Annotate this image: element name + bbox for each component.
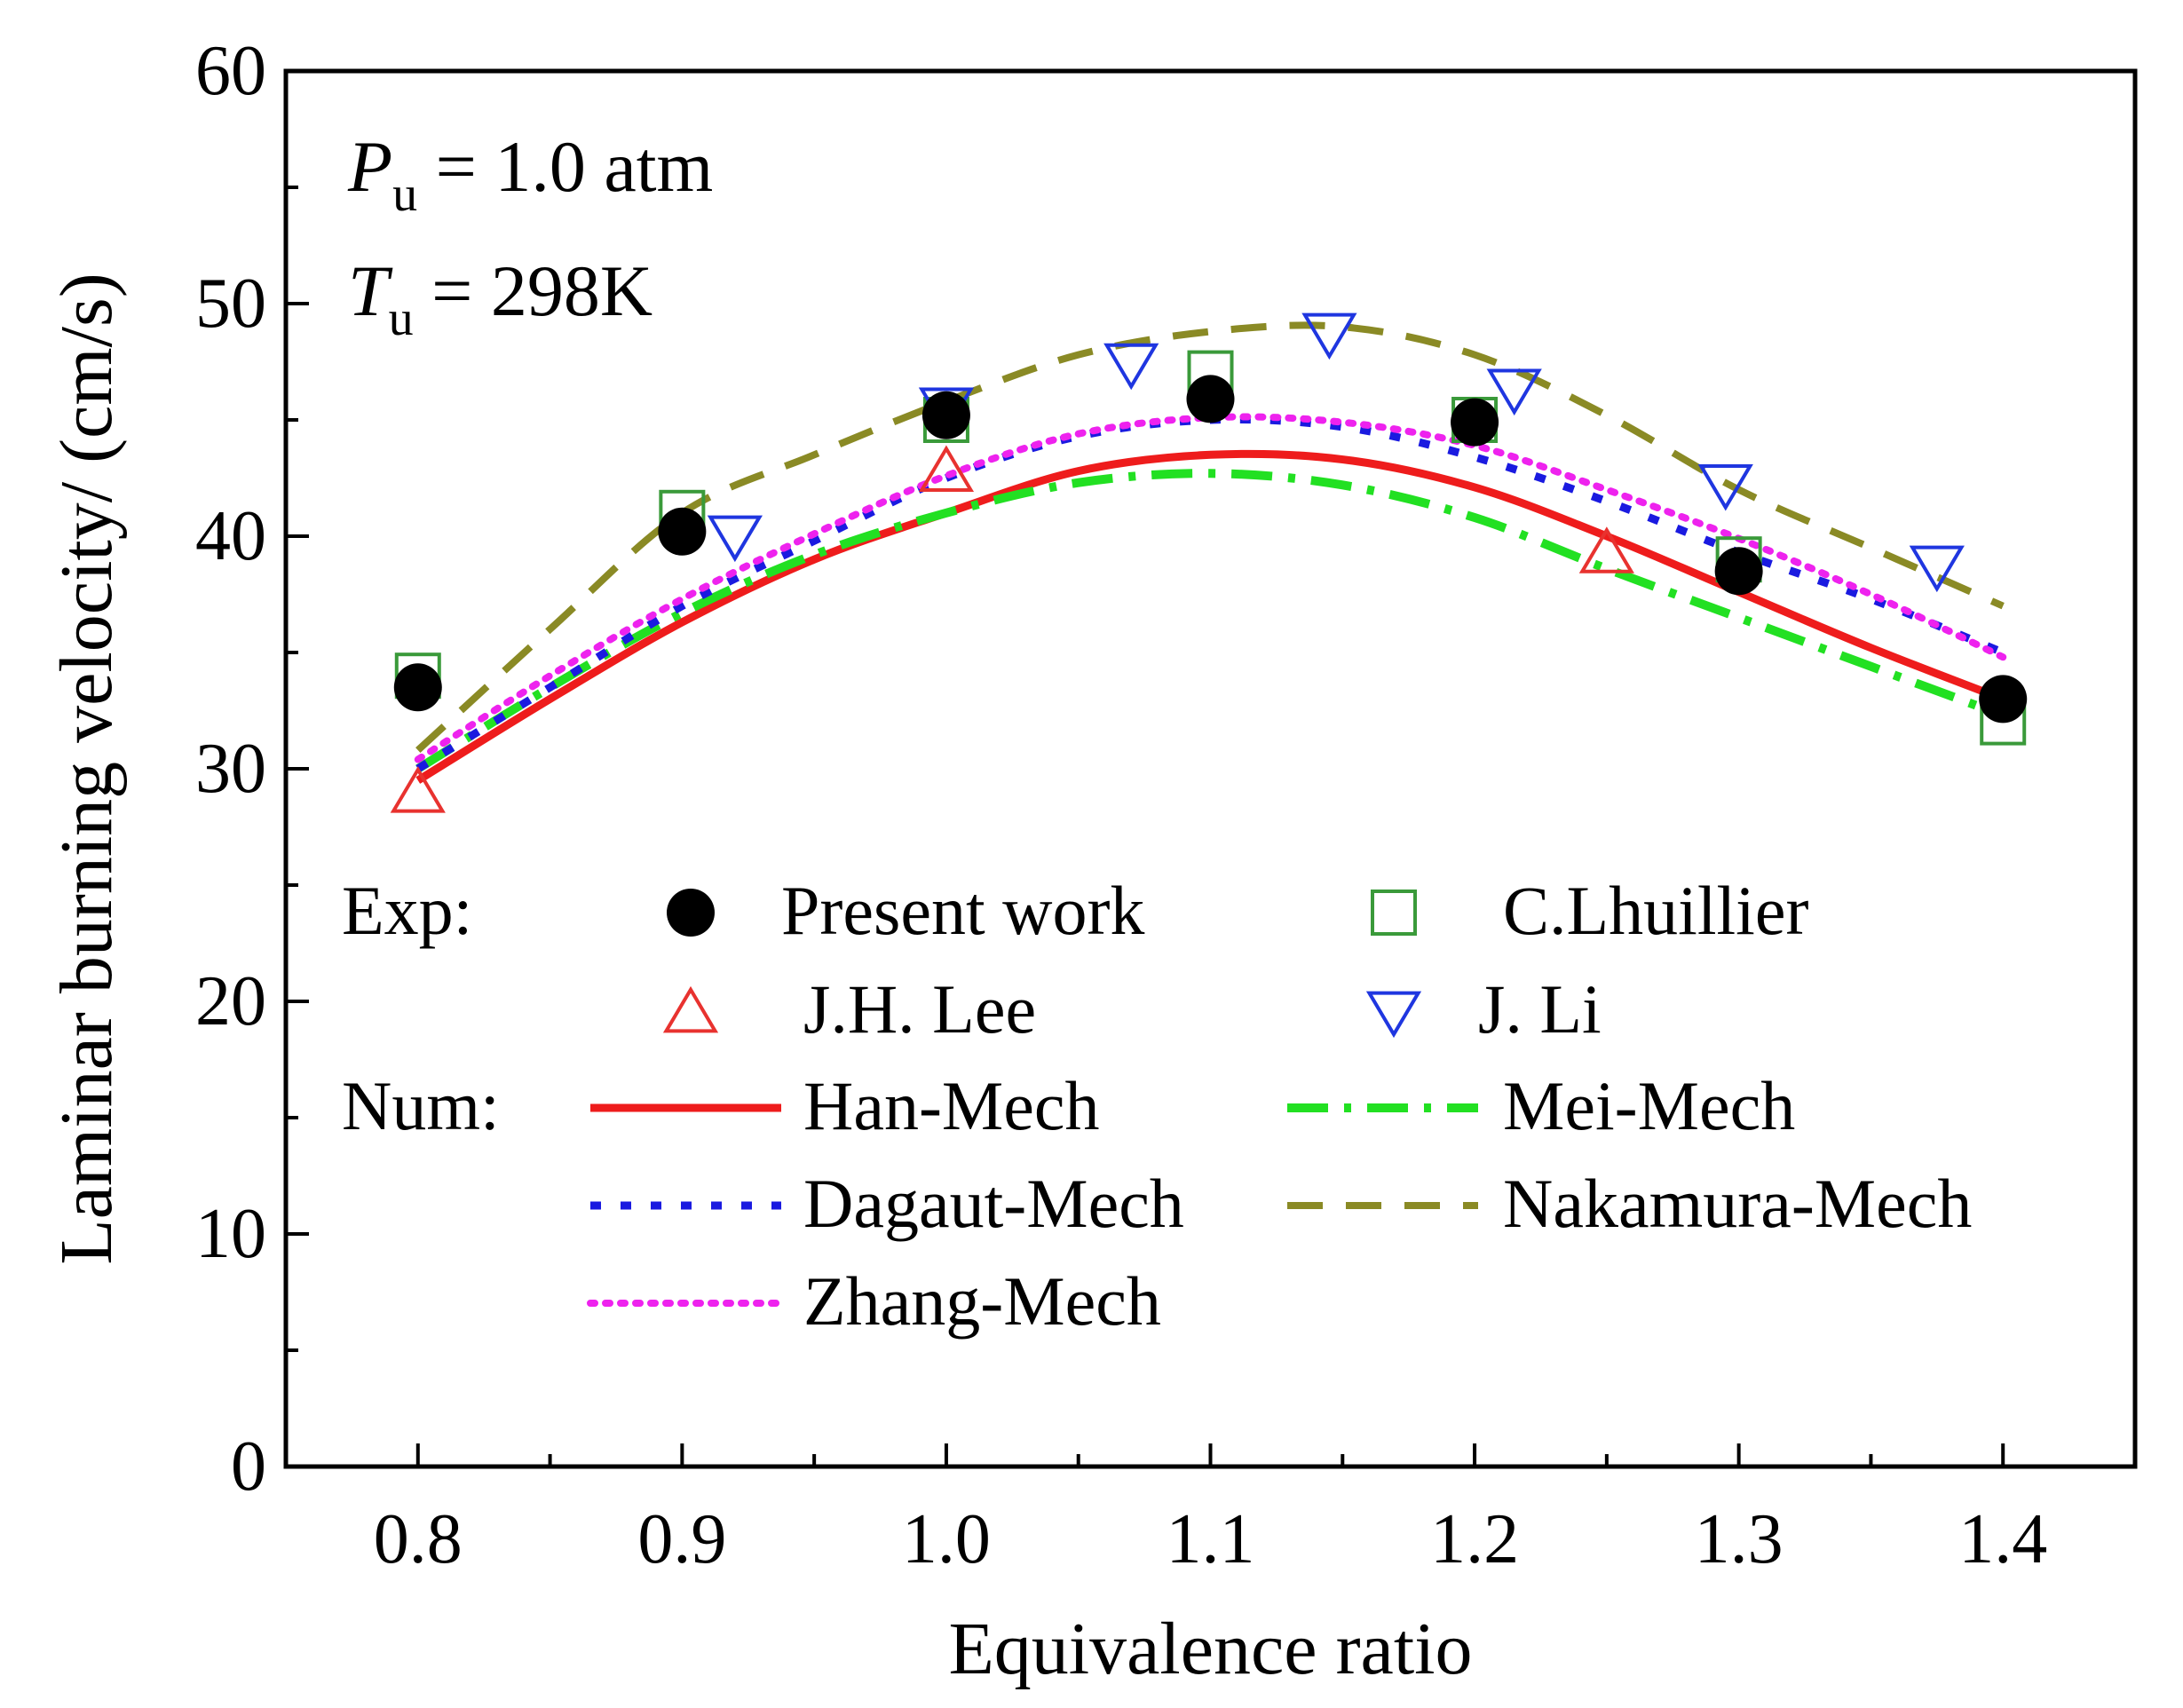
x-tick-label: 1.2 [1430, 1500, 1519, 1578]
data-point-present-work [1979, 675, 2028, 724]
legend-label-c-lhuillier: C.Lhuillier [1503, 872, 1808, 949]
data-point-j-li [1301, 312, 1357, 360]
data-point-present-work [1186, 375, 1235, 423]
legend-marker-j-li [1365, 991, 1422, 1039]
legend-label-mei-mech: Mei-Mech [1503, 1067, 1795, 1144]
y-axis-label: Laminar burning velocity/ (cm/s) [45, 273, 128, 1264]
legend-label-nakamura-mech: Nakamura-Mech [1503, 1165, 1972, 1242]
x-tick-label: 0.9 [637, 1500, 726, 1578]
legend-num-label: Num: [342, 1067, 500, 1144]
y-tick-label: 30 [195, 730, 266, 808]
x-tick-label: 1.0 [902, 1500, 991, 1578]
data-point-j-h-lee [390, 766, 446, 813]
data-point-j-li [707, 515, 763, 563]
x-tick-label: 0.8 [374, 1500, 463, 1578]
y-tick-label: 60 [195, 32, 266, 110]
series-line-nakamura-mech [415, 321, 2005, 753]
y-tick-label: 0 [231, 1427, 266, 1506]
legend-label-dagaut-mech: Dagaut-Mech [803, 1165, 1184, 1242]
y-tick-label: 40 [195, 497, 266, 575]
legend-marker-present-work [667, 889, 715, 937]
legend-label-j-h-lee: J.H. Lee [803, 970, 1036, 1048]
legend-label-j-li: J. Li [1478, 970, 1602, 1048]
y-axis: 0 10 20 30 40 50 60 [195, 32, 309, 1506]
condition-p: Pu = 1.0 atm [347, 126, 713, 222]
conditions-annotation: Pu = 1.0 atm Tu = 298K [347, 126, 713, 346]
series-line-zhang-mech [414, 413, 2007, 763]
x-tick-label: 1.4 [1958, 1500, 2047, 1578]
y-tick-label: 10 [195, 1195, 266, 1273]
data-point-j-li [1103, 343, 1159, 391]
data-point-present-work [393, 663, 442, 712]
legend-label-han-mech: Han-Mech [803, 1067, 1100, 1144]
legend-marker-j-h-lee [662, 985, 719, 1033]
series-line-mei-mech [415, 469, 2005, 773]
data-point-present-work [1714, 547, 1763, 596]
data-point-present-work [658, 507, 707, 556]
x-axis-label: Equivalence ratio [948, 1608, 1472, 1690]
legend: Exp: Num: Present work C.Lhuillier J.H. Lee J… [342, 872, 1972, 1340]
data-point-present-work [1451, 398, 1499, 447]
y-tick-label: 50 [195, 265, 266, 343]
condition-t: Tu = 298K [348, 250, 653, 346]
experimental-markers [390, 312, 2028, 813]
data-point-j-li [1697, 463, 1753, 511]
x-tick-label: 1.3 [1695, 1500, 1784, 1578]
data-point-j-li [1486, 368, 1542, 416]
legend-label-zhang-mech: Zhang-Mech [803, 1262, 1161, 1340]
x-axis: 0.8 0.9 1.0 1.1 1.2 1.3 1.4 [284, 1443, 2137, 1578]
data-point-j-h-lee [1578, 526, 1634, 573]
data-point-j-h-lee [918, 445, 975, 493]
x-tick-label: 1.1 [1167, 1500, 1255, 1578]
legend-exp-label: Exp: [342, 872, 472, 949]
data-point-present-work [921, 391, 970, 439]
legend-label-present-work: Present work [781, 872, 1144, 949]
y-tick-label: 20 [195, 962, 266, 1040]
legend-marker-c-lhuillier [1371, 890, 1417, 936]
data-point-j-li [1909, 545, 1965, 593]
